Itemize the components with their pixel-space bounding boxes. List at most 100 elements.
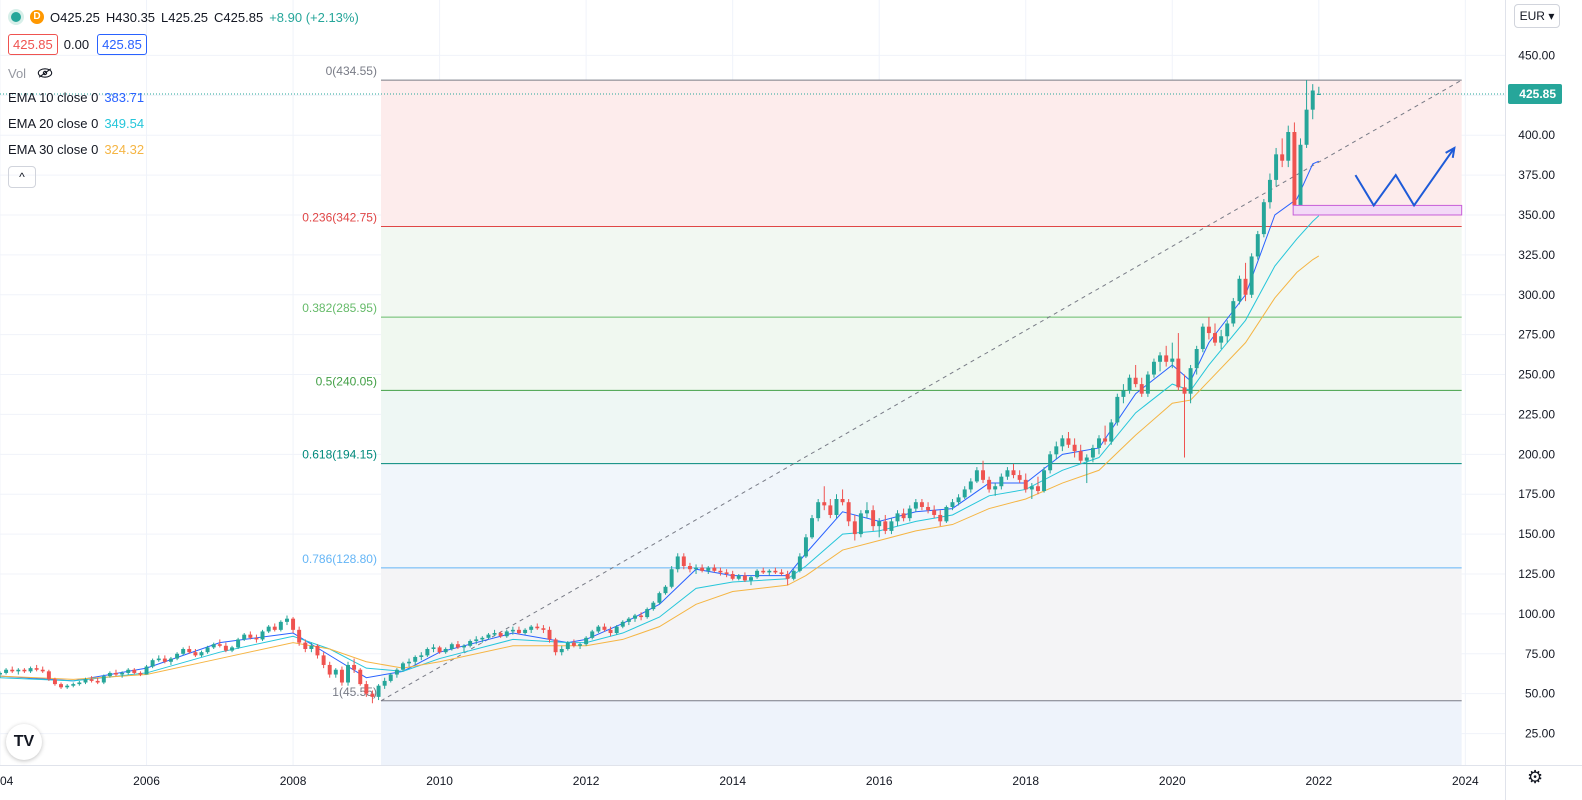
candle-body [730,574,735,579]
candle-body [205,647,210,653]
candle-body [95,680,100,683]
candle-body [486,634,491,638]
candle-body [1249,256,1254,295]
bid-box[interactable]: 425.85 [8,33,58,55]
candle-body [1225,323,1230,337]
candle-body [285,618,289,622]
x-tick-label: 2022 [1305,774,1332,788]
candle-body [4,669,9,673]
fib-zone [380,317,1462,391]
candle-body [620,621,625,627]
candle-body [28,668,33,672]
candle-body [926,506,931,511]
x-tick-label: 2016 [866,774,893,788]
candle-body [376,685,381,697]
candle-body [126,669,131,673]
candle-body [718,570,723,573]
candle-body [1267,179,1272,203]
candle-body [1139,384,1144,394]
candle-body [981,470,986,480]
candle-body [394,669,399,675]
hidden-eye-icon[interactable] [36,68,54,78]
candle-body [633,615,637,619]
candle-body [175,653,180,659]
ohlc-low: L425.25 [161,9,209,25]
candle-body [0,672,2,675]
fib-level-label: 0(434.55) [326,64,377,78]
candle-body [278,621,283,630]
candle-body [358,669,363,685]
ohlc-change: +8.90 (+2.13%) [269,9,359,25]
candle-body [236,639,241,648]
fib-zone [380,567,1462,701]
x-tick-label: 2024 [1452,774,1479,788]
candle-body [315,645,320,656]
fib-zone [380,80,1462,227]
candle-body [59,684,64,688]
candle-body [822,502,827,506]
y-tick-label: 350.00 [1518,208,1555,222]
candle-body [1194,349,1199,369]
candle-body [254,637,259,640]
overlays[interactable] [0,93,1505,216]
collapse-legend-button[interactable]: ^ [8,166,36,188]
candle-body [547,629,552,640]
candle-body [645,609,650,618]
candle-body [529,626,534,630]
candle-body [681,556,686,567]
y-tick-label: 450.00 [1518,48,1555,62]
last-price-tag [1508,83,1562,104]
candle-body [590,631,595,638]
ema-30-label: EMA 30 close 0 [8,141,99,157]
candle-body [10,669,15,672]
candle-body [1280,154,1285,161]
ema-10-row[interactable]: EMA 10 close 0 383.71 [8,84,365,110]
y-tick-label: 100.00 [1518,607,1555,621]
y-tick-label: 125.00 [1518,567,1555,581]
currency-select[interactable]: EUR ▾ [1514,4,1560,28]
tradingview-logo[interactable]: TV [6,724,42,760]
fib-zone [380,226,1462,318]
candle-body [492,633,497,635]
ema-30-row[interactable]: EMA 30 close 0 324.32 [8,136,365,162]
candle-body [346,664,350,683]
candle-body [956,497,961,503]
candle-body [34,668,39,670]
candle-body [437,647,442,653]
candle-body [217,644,222,646]
y-tick-label: 300.00 [1518,288,1555,302]
candle-body [303,642,308,649]
candle-body [1243,278,1248,295]
candle-body [987,479,992,490]
x-tick-label: 2020 [1159,774,1186,788]
candle-body [1151,361,1156,375]
candle-body [400,663,405,670]
candle-body [938,514,943,522]
candle-body [962,489,967,498]
candle-body [425,648,430,656]
candle-body [1298,144,1303,206]
candle-body [449,644,454,649]
candle-body [114,672,118,675]
candle-body [803,537,808,557]
x-tick-label: 2012 [573,774,600,788]
y-tick-label: 375.00 [1518,168,1555,182]
candle-body [877,521,882,527]
candle-body [1090,447,1095,458]
candle-body [1182,387,1187,394]
candle-body [1261,202,1266,235]
candle-body [864,510,869,514]
x-tick-label: 2010 [426,774,453,788]
candle-body [150,660,155,667]
ema-20-row[interactable]: EMA 20 close 0 349.54 [8,110,365,136]
candle-body [504,631,509,637]
candle-body [846,502,851,522]
candles [0,80,1321,704]
candle-body [89,679,94,681]
gear-icon[interactable]: ⚙ [1527,767,1544,787]
interval-badge[interactable]: D [30,10,44,24]
candle-body [706,567,711,571]
ask-box[interactable]: 425.85 [97,33,147,55]
candle-body [968,481,973,490]
